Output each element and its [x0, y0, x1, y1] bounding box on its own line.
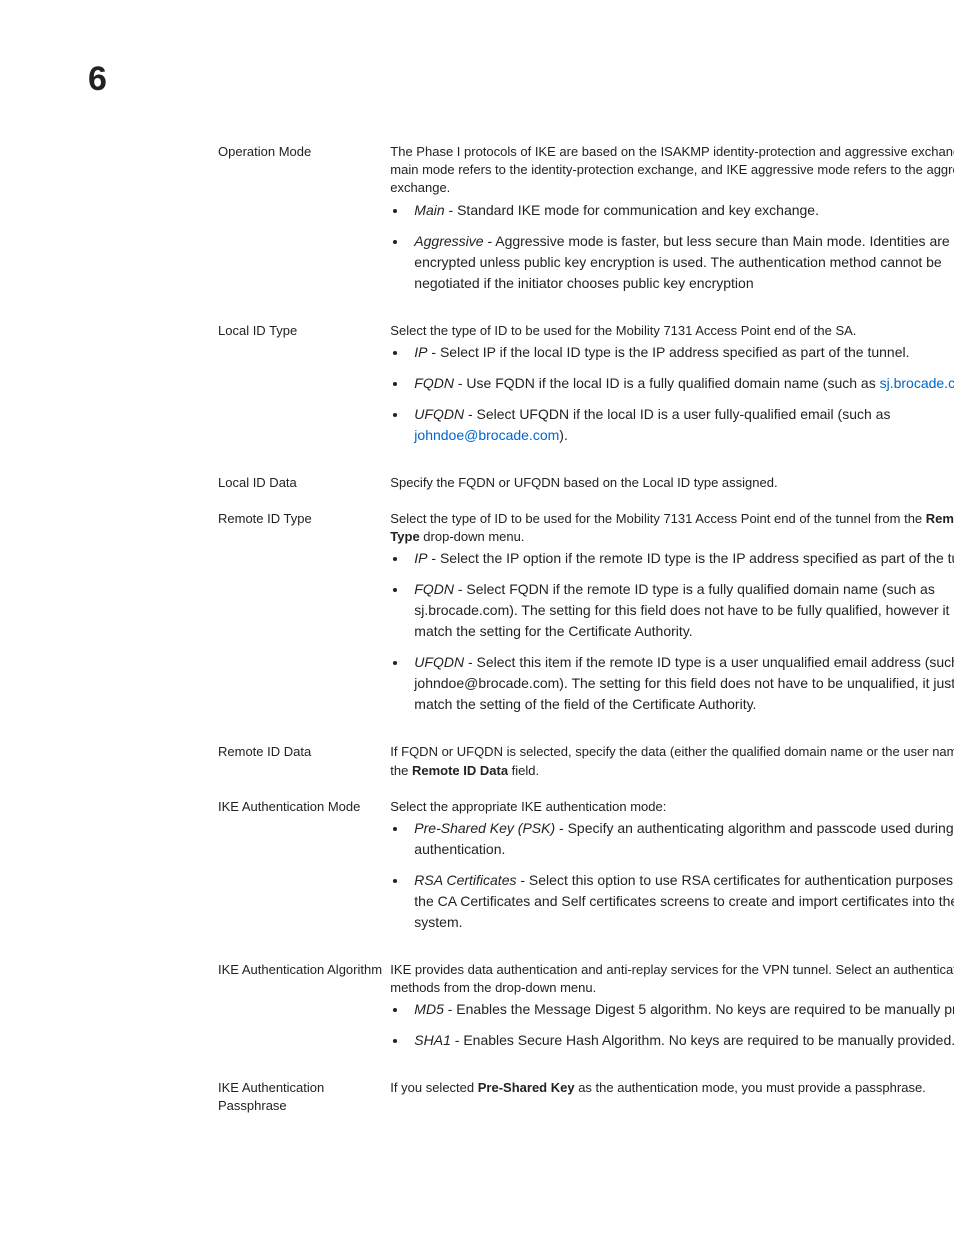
bullet-item: FQDN - Use FQDN if the local ID is a ful… [408, 373, 954, 394]
term-desc: - Aggressive mode is faster, but less se… [414, 233, 954, 291]
bullet-list: MD5 - Enables the Message Digest 5 algor… [390, 999, 954, 1051]
bullet-item: SHA1 - Enables Secure Hash Algorithm. No… [408, 1030, 954, 1051]
bullet-item: IP - Select the IP option if the remote … [408, 548, 954, 569]
bullet-list: Pre-Shared Key (PSK) - Specify an authen… [390, 818, 954, 933]
intro-text: Select the appropriate IKE authenticatio… [390, 798, 954, 816]
bullet-list: Main - Standard IKE mode for communicati… [390, 200, 954, 294]
term-desc: - Select this item if the remote ID type… [414, 654, 954, 712]
label-remote-id-type: Remote ID Type [218, 510, 390, 743]
term-desc: - Select FQDN if the remote ID type is a… [414, 581, 954, 639]
intro-pre: If you selected [390, 1080, 477, 1095]
bullet-item: Aggressive - Aggressive mode is faster, … [408, 231, 954, 294]
term: FQDN [414, 375, 454, 391]
intro-post: as the authentication mode, you must pro… [575, 1080, 926, 1095]
term: IP [414, 344, 427, 360]
term-desc: - Select UFQDN if the local ID is a user… [464, 406, 890, 422]
term-desc: - Enables the Message Digest 5 algorithm… [444, 1001, 954, 1017]
intro-bold: Remote ID Data [412, 763, 508, 778]
row-remote-id-type: Remote ID Type Select the type of ID to … [218, 510, 954, 743]
label-local-id-type: Local ID Type [218, 322, 390, 474]
page-number: 6 [88, 60, 874, 99]
term: RSA Certificates [414, 872, 516, 888]
desc-remote-id-data: If FQDN or UFQDN is selected, specify th… [390, 743, 954, 797]
bullet-list: IP - Select IP if the local ID type is t… [390, 342, 954, 446]
intro-bold: Pre-Shared Key [478, 1080, 575, 1095]
label-ike-auth-pass: IKE Authentication Passphrase [218, 1079, 390, 1132]
term: UFQDN [414, 406, 464, 422]
desc-local-id-type: Select the type of ID to be used for the… [390, 322, 954, 474]
desc-ike-auth-mode: Select the appropriate IKE authenticatio… [390, 798, 954, 961]
desc-remote-id-type: Select the type of ID to be used for the… [390, 510, 954, 743]
intro-post: field. [508, 763, 539, 778]
intro-text: If you selected Pre-Shared Key as the au… [390, 1079, 954, 1097]
intro-text: Select the type of ID to be used for the… [390, 510, 954, 546]
row-local-id-data: Local ID Data Specify the FQDN or UFQDN … [218, 474, 954, 510]
label-ike-auth-mode: IKE Authentication Mode [218, 798, 390, 961]
row-ike-auth-alg: IKE Authentication Algorithm IKE provide… [218, 961, 954, 1079]
term: MD5 [414, 1001, 444, 1017]
row-ike-auth-pass: IKE Authentication Passphrase If you sel… [218, 1079, 954, 1132]
intro-pre: Select the type of ID to be used for the… [390, 511, 925, 526]
bullet-item: Main - Standard IKE mode for communicati… [408, 200, 954, 221]
desc-ike-auth-pass: If you selected Pre-Shared Key as the au… [390, 1079, 954, 1132]
term: FQDN [414, 581, 454, 597]
desc-operation-mode: The Phase I protocols of IKE are based o… [390, 143, 954, 322]
link-text[interactable]: sj.brocade.com [880, 375, 954, 391]
bullet-item: MD5 - Enables the Message Digest 5 algor… [408, 999, 954, 1020]
bullet-item: UFQDN - Select UFQDN if the local ID is … [408, 404, 954, 446]
intro-text: The Phase I protocols of IKE are based o… [390, 143, 954, 198]
document-page: 6 Operation Mode The Phase I protocols o… [0, 0, 954, 1212]
term: Main [414, 202, 444, 218]
intro-text: Select the type of ID to be used for the… [390, 322, 954, 340]
bullet-item: Pre-Shared Key (PSK) - Specify an authen… [408, 818, 954, 860]
term-desc: - Use FQDN if the local ID is a fully qu… [454, 375, 880, 391]
term-desc: - Select IP if the local ID type is the … [428, 344, 910, 360]
intro-post: drop-down menu. [420, 529, 525, 544]
label-local-id-data: Local ID Data [218, 474, 390, 510]
bullet-list: IP - Select the IP option if the remote … [390, 548, 954, 715]
link-text[interactable]: johndoe@brocade.com [414, 427, 559, 443]
intro-text: If FQDN or UFQDN is selected, specify th… [390, 743, 954, 779]
term-desc: - Standard IKE mode for communication an… [445, 202, 819, 218]
intro-text: IKE provides data authentication and ant… [390, 961, 954, 997]
term: IP [414, 550, 427, 566]
term-desc: - Select the IP option if the remote ID … [428, 550, 954, 566]
desc-ike-auth-alg: IKE provides data authentication and ant… [390, 961, 954, 1079]
term: SHA1 [414, 1032, 451, 1048]
term-desc: - Enables Secure Hash Algorithm. No keys… [451, 1032, 954, 1048]
bullet-item: IP - Select IP if the local ID type is t… [408, 342, 954, 363]
row-remote-id-data: Remote ID Data If FQDN or UFQDN is selec… [218, 743, 954, 797]
row-local-id-type: Local ID Type Select the type of ID to b… [218, 322, 954, 474]
bullet-item: UFQDN - Select this item if the remote I… [408, 652, 954, 715]
label-operation-mode: Operation Mode [218, 143, 390, 322]
bullet-item: RSA Certificates - Select this option to… [408, 870, 954, 933]
term: Pre-Shared Key (PSK) [414, 820, 555, 836]
term-desc-post: ). [559, 427, 568, 443]
label-remote-id-data: Remote ID Data [218, 743, 390, 797]
definition-table: Operation Mode The Phase I protocols of … [218, 143, 954, 1132]
row-operation-mode: Operation Mode The Phase I protocols of … [218, 143, 954, 322]
bullet-item: FQDN - Select FQDN if the remote ID type… [408, 579, 954, 642]
intro-text: Specify the FQDN or UFQDN based on the L… [390, 474, 954, 492]
term: UFQDN [414, 654, 464, 670]
desc-local-id-data: Specify the FQDN or UFQDN based on the L… [390, 474, 954, 510]
row-ike-auth-mode: IKE Authentication Mode Select the appro… [218, 798, 954, 961]
term: Aggressive [414, 233, 483, 249]
label-ike-auth-alg: IKE Authentication Algorithm [218, 961, 390, 1079]
